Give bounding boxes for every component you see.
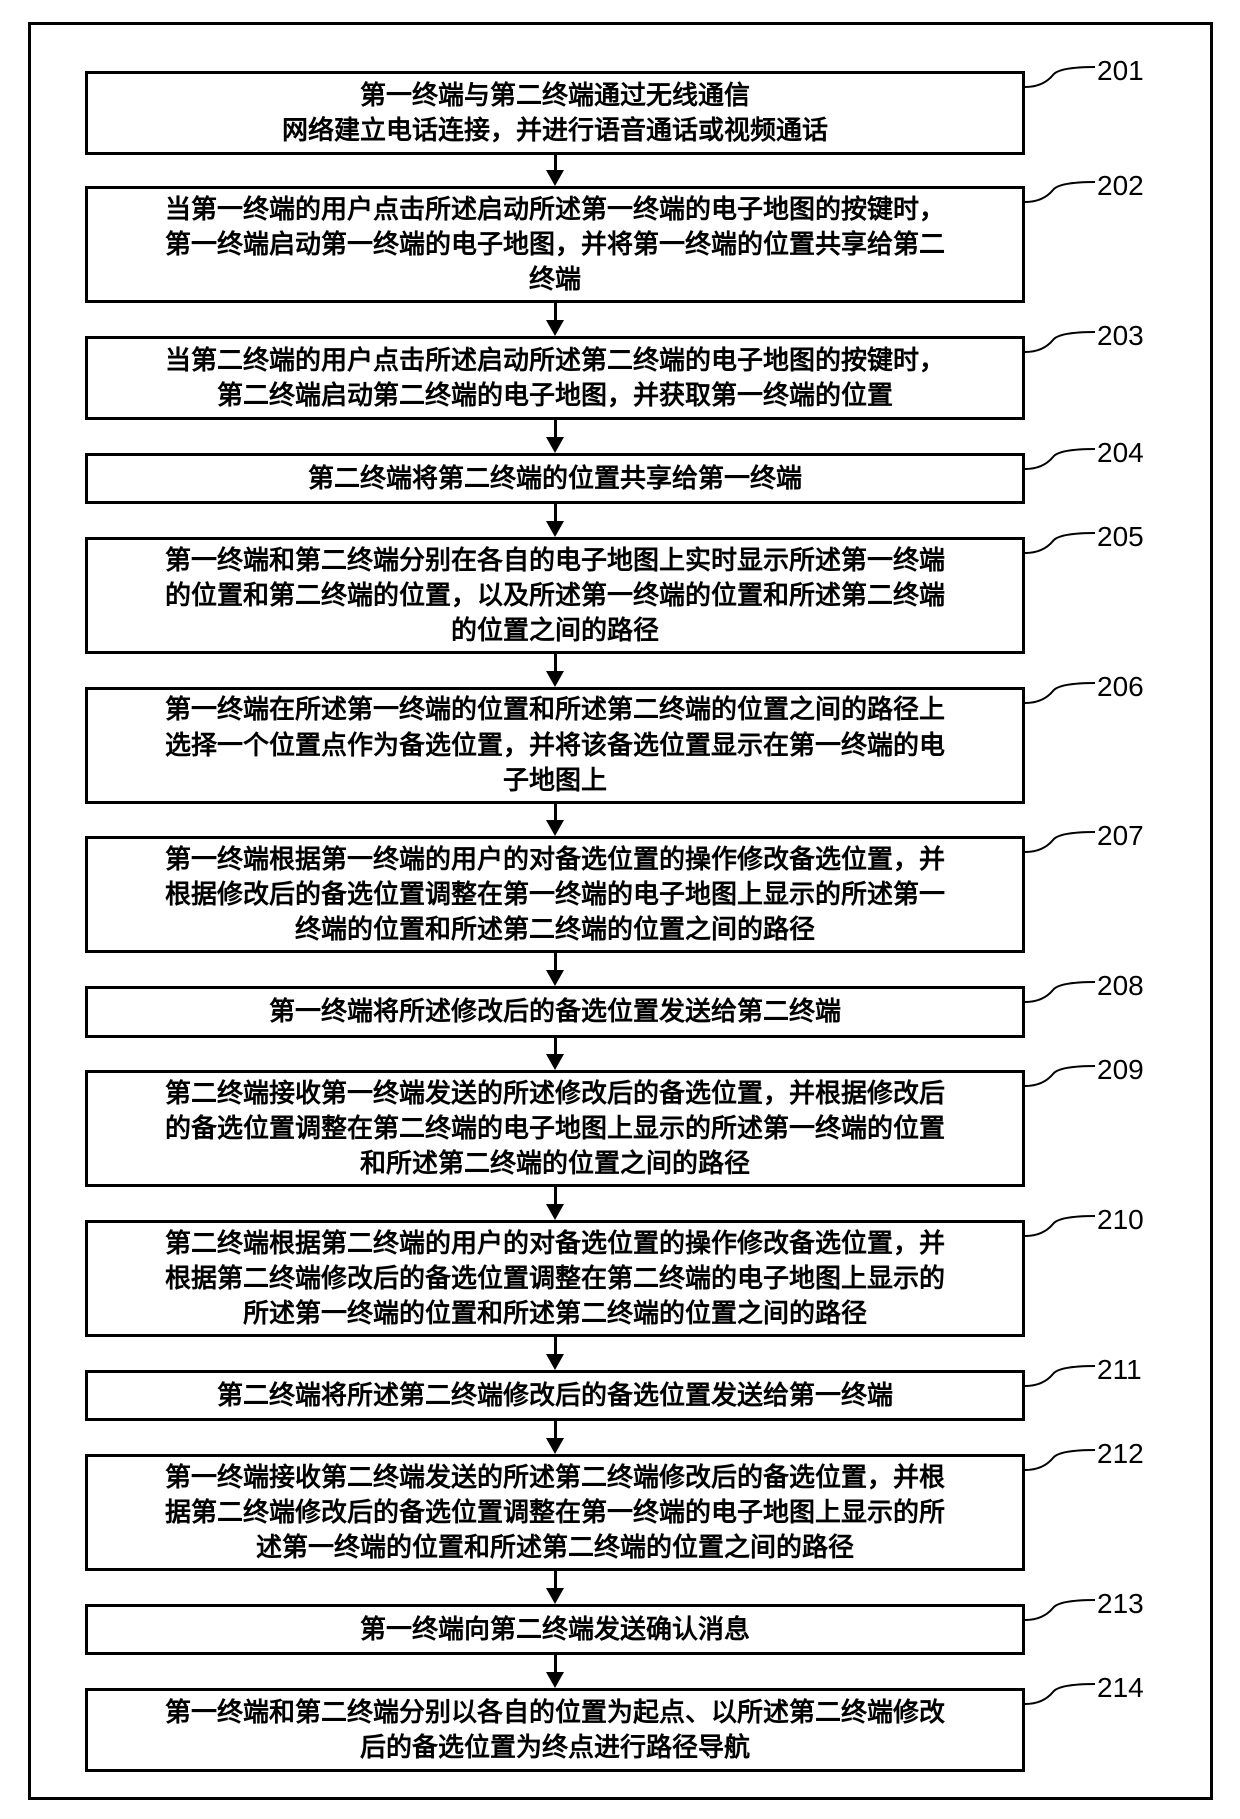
leader-205 xyxy=(1025,529,1095,559)
arrow-head-211 xyxy=(546,1354,564,1370)
leader-207 xyxy=(1025,828,1095,858)
step-label-208: 208 xyxy=(1097,970,1144,1002)
step-text-214: 第一终端和第二终端分别以各自的位置为起点、以所述第二终端修改后的备选位置为终点进… xyxy=(165,1695,945,1765)
arrow-head-208 xyxy=(546,970,564,986)
step-label-213: 213 xyxy=(1097,1588,1144,1620)
step-label-205: 205 xyxy=(1097,521,1144,553)
step-text-209: 第二终端接收第一终端发送的所述修改后的备选位置，并根据修改后的备选位置调整在第二… xyxy=(165,1076,945,1181)
step-label-203: 203 xyxy=(1097,320,1144,352)
step-box-213: 第一终端向第二终端发送确认消息 xyxy=(85,1604,1025,1655)
arrow-head-202 xyxy=(546,170,564,186)
step-text-204: 第二终端将第二终端的位置共享给第一终端 xyxy=(308,461,802,496)
flowchart-canvas: 第一终端与第二终端通过无线通信网络建立电话连接，并进行语音通话或视频通话 201 当… xyxy=(0,0,1240,1819)
leader-202 xyxy=(1025,178,1095,208)
leader-206 xyxy=(1025,679,1095,709)
arrow-head-213 xyxy=(546,1588,564,1604)
step-box-205: 第一终端和第二终端分别在各自的电子地图上实时显示所述第一终端的位置和第二终端的位… xyxy=(85,537,1025,654)
step-box-208: 第一终端将所述修改后的备选位置发送给第二终端 xyxy=(85,986,1025,1037)
leader-212 xyxy=(1025,1446,1095,1476)
arrow-head-207 xyxy=(546,820,564,836)
leader-208 xyxy=(1025,978,1095,1008)
step-box-206: 第一终端在所述第一终端的位置和所述第二终端的位置之间的路径上选择一个位置点作为备… xyxy=(85,687,1025,804)
step-label-214: 214 xyxy=(1097,1672,1144,1704)
arrow-head-203 xyxy=(546,320,564,336)
arrow-head-214 xyxy=(546,1672,564,1688)
step-box-207: 第一终端根据第一终端的用户的对备选位置的操作修改备选位置，并根据修改后的备选位置… xyxy=(85,836,1025,953)
leader-211 xyxy=(1025,1362,1095,1392)
step-text-208: 第一终端将所述修改后的备选位置发送给第二终端 xyxy=(269,994,841,1029)
step-text-205: 第一终端和第二终端分别在各自的电子地图上实时显示所述第一终端的位置和第二终端的位… xyxy=(165,543,945,648)
leader-209 xyxy=(1025,1062,1095,1092)
step-text-212: 第一终端接收第二终端发送的所述第二终端修改后的备选位置，并根据第二终端修改后的备… xyxy=(165,1460,945,1565)
step-box-214: 第一终端和第二终端分别以各自的位置为起点、以所述第二终端修改后的备选位置为终点进… xyxy=(85,1688,1025,1772)
step-label-209: 209 xyxy=(1097,1054,1144,1086)
leader-213 xyxy=(1025,1596,1095,1626)
arrow-head-209 xyxy=(546,1054,564,1070)
step-box-201: 第一终端与第二终端通过无线通信网络建立电话连接，并进行语音通话或视频通话 xyxy=(85,71,1025,155)
step-box-204: 第二终端将第二终端的位置共享给第一终端 xyxy=(85,453,1025,504)
leader-204 xyxy=(1025,445,1095,475)
arrow-head-204 xyxy=(546,437,564,453)
step-text-213: 第一终端向第二终端发送确认消息 xyxy=(360,1612,750,1647)
step-label-212: 212 xyxy=(1097,1438,1144,1470)
arrow-head-206 xyxy=(546,671,564,687)
step-text-206: 第一终端在所述第一终端的位置和所述第二终端的位置之间的路径上选择一个位置点作为备… xyxy=(165,692,945,797)
leader-203 xyxy=(1025,328,1095,358)
step-box-211: 第二终端将所述第二终端修改后的备选位置发送给第一终端 xyxy=(85,1370,1025,1421)
step-label-206: 206 xyxy=(1097,671,1144,703)
step-text-202: 当第一终端的用户点击所述启动所述第一终端的电子地图的按键时，第一终端启动第一终端… xyxy=(165,192,945,297)
step-label-211: 211 xyxy=(1097,1354,1142,1386)
step-text-201: 第一终端与第二终端通过无线通信网络建立电话连接，并进行语音通话或视频通话 xyxy=(282,78,828,148)
leader-201 xyxy=(1025,63,1095,93)
step-label-207: 207 xyxy=(1097,820,1144,852)
arrow-head-210 xyxy=(546,1204,564,1220)
arrow-head-205 xyxy=(546,521,564,537)
step-text-207: 第一终端根据第一终端的用户的对备选位置的操作修改备选位置，并根据修改后的备选位置… xyxy=(165,842,945,947)
leader-214 xyxy=(1025,1680,1095,1710)
step-label-210: 210 xyxy=(1097,1204,1144,1236)
step-box-202: 当第一终端的用户点击所述启动所述第一终端的电子地图的按键时，第一终端启动第一终端… xyxy=(85,186,1025,303)
step-label-204: 204 xyxy=(1097,437,1144,469)
step-box-203: 当第二终端的用户点击所述启动所述第二终端的电子地图的按键时，第二终端启动第二终端… xyxy=(85,336,1025,420)
step-text-211: 第二终端将所述第二终端修改后的备选位置发送给第一终端 xyxy=(217,1378,893,1413)
step-text-210: 第二终端根据第二终端的用户的对备选位置的操作修改备选位置，并根据第二终端修改后的… xyxy=(165,1226,945,1331)
step-label-202: 202 xyxy=(1097,170,1144,202)
leader-210 xyxy=(1025,1212,1095,1242)
step-box-209: 第二终端接收第一终端发送的所述修改后的备选位置，并根据修改后的备选位置调整在第二… xyxy=(85,1070,1025,1187)
step-box-212: 第一终端接收第二终端发送的所述第二终端修改后的备选位置，并根据第二终端修改后的备… xyxy=(85,1454,1025,1571)
arrow-head-212 xyxy=(546,1438,564,1454)
step-text-203: 当第二终端的用户点击所述启动所述第二终端的电子地图的按键时，第二终端启动第二终端… xyxy=(165,343,945,413)
step-label-201: 201 xyxy=(1097,55,1144,87)
step-box-210: 第二终端根据第二终端的用户的对备选位置的操作修改备选位置，并根据第二终端修改后的… xyxy=(85,1220,1025,1337)
